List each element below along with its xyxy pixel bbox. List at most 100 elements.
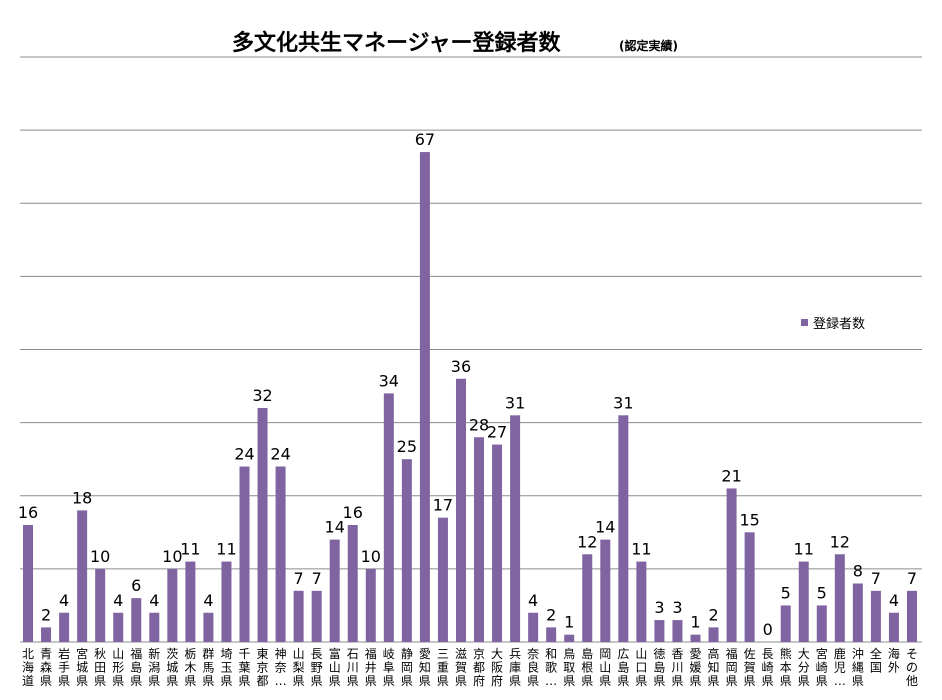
x-tick-label-16-1: 山 xyxy=(293,647,305,661)
x-tick-label-29-2: 良 xyxy=(527,660,539,675)
x-tick-label-41-2: 賀 xyxy=(744,661,756,675)
bar-7 xyxy=(131,598,142,642)
data-label-9: 10 xyxy=(162,547,182,566)
gridlines xyxy=(20,56,922,643)
data-label-1: 16 xyxy=(18,503,38,522)
x-tick-label-26-1: 京 xyxy=(473,647,485,661)
x-tick-label-39-3: 県 xyxy=(708,674,720,688)
data-label-20: 10 xyxy=(361,547,381,566)
x-tick-label-1-3: 道 xyxy=(22,674,34,688)
data-label-35: 11 xyxy=(631,540,651,559)
x-tick-label-15-2: 奈 xyxy=(275,661,287,675)
x-tick-label-14-2: 京 xyxy=(257,661,269,675)
data-label-36: 3 xyxy=(654,598,664,617)
bar-10 xyxy=(185,561,196,642)
bars xyxy=(23,152,917,642)
x-tick-label-13-1: 千 xyxy=(238,647,250,661)
x-tick-label-6-2: 形 xyxy=(112,661,124,675)
x-tick-label-32-2: 根 xyxy=(581,661,593,675)
x-tick-label-10-3: 県 xyxy=(184,674,196,688)
x-tick-label-34-1: 広 xyxy=(617,647,629,661)
bar-6 xyxy=(113,612,124,642)
data-label-5: 10 xyxy=(90,547,110,566)
x-tick-label-29-3: 県 xyxy=(527,674,539,688)
x-tick-label-7-3: 県 xyxy=(130,674,142,688)
data-label-40: 21 xyxy=(721,466,741,485)
data-label-49: 4 xyxy=(889,591,899,610)
x-tick-label-28-1: 兵 xyxy=(509,647,521,661)
x-tick-label-5-3: 県 xyxy=(94,674,106,688)
legend-label: 登録者数 xyxy=(813,317,865,332)
x-tick-label-35-2: 口 xyxy=(635,661,647,675)
x-tick-label-22-2: 岡 xyxy=(401,661,413,675)
x-tick-label-27-2: 阪 xyxy=(491,661,503,675)
x-tick-label-32-1: 島 xyxy=(581,646,593,661)
x-tick-label-3-2: 手 xyxy=(58,661,70,675)
x-tick-label-43-2: 本 xyxy=(780,661,792,675)
x-tick-label-7-2: 島 xyxy=(130,660,142,675)
bar-24 xyxy=(437,517,448,642)
x-tick-label-38-1: 愛 xyxy=(689,647,701,661)
bar-26 xyxy=(474,437,485,642)
x-tick-label-12-1: 埼 xyxy=(220,647,232,661)
bar-48 xyxy=(870,590,881,642)
data-label-11: 4 xyxy=(203,591,213,610)
bar-22 xyxy=(401,459,412,642)
x-tick-label-44-1: 大 xyxy=(798,647,810,661)
bar-37 xyxy=(672,620,683,642)
x-tick-label-35-1: 山 xyxy=(635,647,647,661)
x-tick-label-10-1: 栃 xyxy=(184,647,196,661)
data-label-27: 27 xyxy=(487,423,507,442)
x-tick-label-31-1: 鳥 xyxy=(563,646,575,661)
x-tick-labels: 北海道青森県岩手県宮城県秋田県山形県福島県新潟県茨城県栃木県群馬県埼玉県千葉県東… xyxy=(22,646,918,688)
x-tick-label-20-1: 福 xyxy=(365,646,377,661)
data-label-34: 31 xyxy=(613,393,633,412)
bar-32 xyxy=(582,554,593,642)
bar-11 xyxy=(203,612,214,642)
data-label-4: 18 xyxy=(72,488,92,507)
data-label-13: 24 xyxy=(234,445,254,464)
x-tick-label-30-3: … xyxy=(545,674,557,688)
x-tick-label-35-3: 県 xyxy=(635,674,647,688)
data-label-31: 1 xyxy=(564,613,574,632)
x-tick-label-2-1: 青 xyxy=(40,647,52,661)
x-tick-label-48-1: 全 xyxy=(870,646,882,661)
x-tick-label-6-3: 県 xyxy=(112,674,124,688)
bar-28 xyxy=(510,415,521,642)
data-label-25: 36 xyxy=(451,357,471,376)
data-label-6: 4 xyxy=(113,591,123,610)
data-label-32: 12 xyxy=(577,532,597,551)
x-tick-label-8-1: 新 xyxy=(148,646,160,661)
bar-38 xyxy=(690,634,701,642)
data-label-48: 7 xyxy=(871,569,881,588)
x-tick-label-39-1: 高 xyxy=(708,646,720,661)
x-tick-label-49-1: 海 xyxy=(888,646,900,661)
x-tick-label-14-3: 都 xyxy=(257,674,269,688)
x-tick-label-1-2: 海 xyxy=(22,660,34,675)
data-label-30: 2 xyxy=(546,605,556,624)
x-tick-label-15-1: 神 xyxy=(275,647,287,661)
x-tick-label-41-3: 県 xyxy=(744,674,756,688)
x-tick-label-40-1: 福 xyxy=(726,646,738,661)
data-label-42: 0 xyxy=(763,620,773,639)
x-tick-label-23-3: 県 xyxy=(419,674,431,688)
x-tick-label-47-3: 県 xyxy=(852,674,864,688)
x-tick-label-36-1: 徳 xyxy=(653,646,665,661)
bar-3 xyxy=(59,612,70,642)
data-label-19: 16 xyxy=(343,503,363,522)
bar-46 xyxy=(834,554,845,642)
x-tick-label-50-1: そ xyxy=(906,647,918,661)
x-tick-label-12-3: 県 xyxy=(220,674,232,688)
data-label-21: 34 xyxy=(379,371,399,390)
bar-15 xyxy=(275,466,286,642)
bar-41 xyxy=(744,532,755,642)
x-tick-label-21-1: 岐 xyxy=(383,647,395,661)
bar-2 xyxy=(41,627,52,642)
data-label-43: 5 xyxy=(781,583,791,602)
bar-21 xyxy=(383,393,394,642)
bar-49 xyxy=(888,612,899,642)
bar-14 xyxy=(257,408,268,642)
data-label-23: 67 xyxy=(415,130,435,149)
x-tick-label-45-1: 宮 xyxy=(816,646,828,661)
bar-33 xyxy=(600,539,611,642)
